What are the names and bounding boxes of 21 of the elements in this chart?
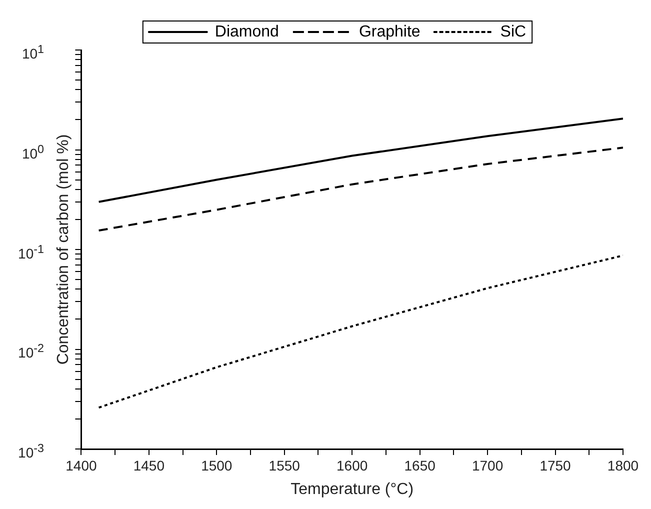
y-tick-label: 10$^{0}$ (22, 142, 44, 162)
y-tick-label: 10$^{1}$ (22, 42, 44, 63)
x-tick-label: 1750 (540, 457, 572, 474)
x-tick-label: 1800 (607, 457, 639, 474)
x-tick-label: 1650 (404, 457, 436, 474)
x-tick-label: 1550 (268, 457, 300, 474)
legend-label: Graphite (358, 23, 420, 40)
legend-label: SiC (500, 23, 526, 40)
x-tick-label: 1500 (201, 457, 232, 474)
line-series (98, 146, 623, 232)
y-axis-title: Concentration of carbon (mol %) (55, 134, 72, 365)
x-axis-title: Temperature (°C) (290, 480, 414, 498)
y-tick-label: 10$^{-2}$ (18, 341, 44, 362)
y-tick-label: 10$^{-3}$ (18, 441, 44, 462)
x-tick-label: 1400 (66, 457, 97, 474)
x-tick-label: 1700 (472, 457, 504, 474)
x-tick-label: 1600 (336, 457, 368, 474)
line-series (98, 254, 623, 409)
x-tick-label: 1450 (133, 457, 165, 474)
legend-label: Diamond (214, 23, 279, 40)
y-tick-label: 10$^{-1}$ (18, 242, 44, 262)
